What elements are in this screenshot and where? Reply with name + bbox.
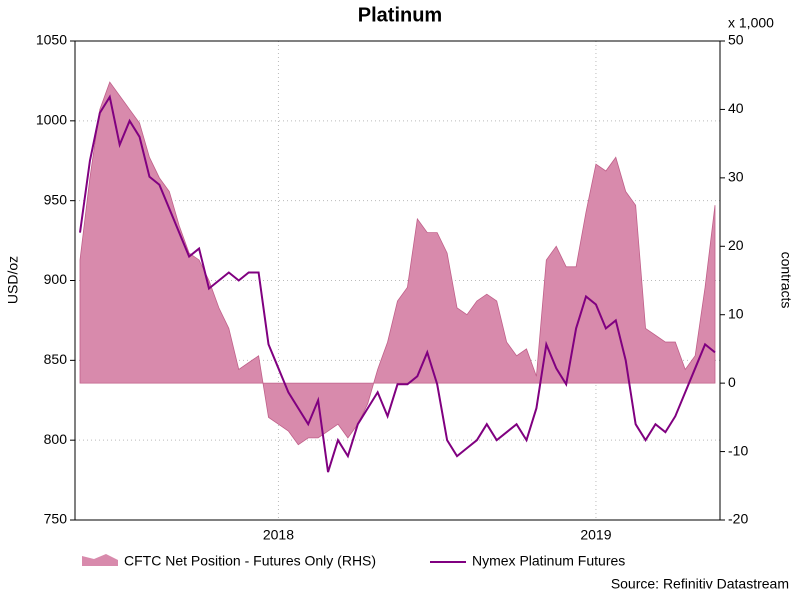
y-tick-label: 800 — [44, 431, 68, 447]
y2-axis-label: contracts — [778, 252, 794, 309]
y2-tick-label: 50 — [728, 32, 744, 48]
y-tick-label: 850 — [44, 351, 68, 367]
source: Source: Refinitiv Datastream — [611, 576, 789, 592]
chart-title: Platinum — [358, 4, 442, 26]
y2-tick-label: 20 — [728, 237, 744, 253]
y2-tick-label: 10 — [728, 305, 744, 321]
x-tick-label: 2018 — [263, 527, 294, 543]
y-tick-label: 950 — [44, 191, 68, 207]
y-axis-label: USD/oz — [5, 256, 21, 304]
legend-label: Nymex Platinum Futures — [472, 553, 625, 569]
y-tick-label: 900 — [44, 271, 68, 287]
y2-tick-label: 30 — [728, 169, 744, 185]
y-tick-label: 1000 — [36, 112, 67, 128]
plot-frame — [74, 40, 721, 521]
y2-tick-label: -10 — [728, 442, 748, 458]
y2-tick-label: 40 — [728, 100, 744, 116]
line — [79, 94, 716, 473]
legend-swatch — [82, 554, 118, 566]
y2-tick-label: 0 — [728, 374, 736, 390]
y2-unit: x 1,000 — [728, 15, 774, 31]
legend-label: CFTC Net Position - Futures Only (RHS) — [124, 553, 376, 569]
y-tick-label: 750 — [44, 511, 68, 527]
y-tick-label: 1050 — [36, 32, 67, 48]
area — [79, 81, 716, 446]
y2-tick-label: -20 — [728, 511, 748, 527]
x-tick-label: 2019 — [580, 527, 611, 543]
